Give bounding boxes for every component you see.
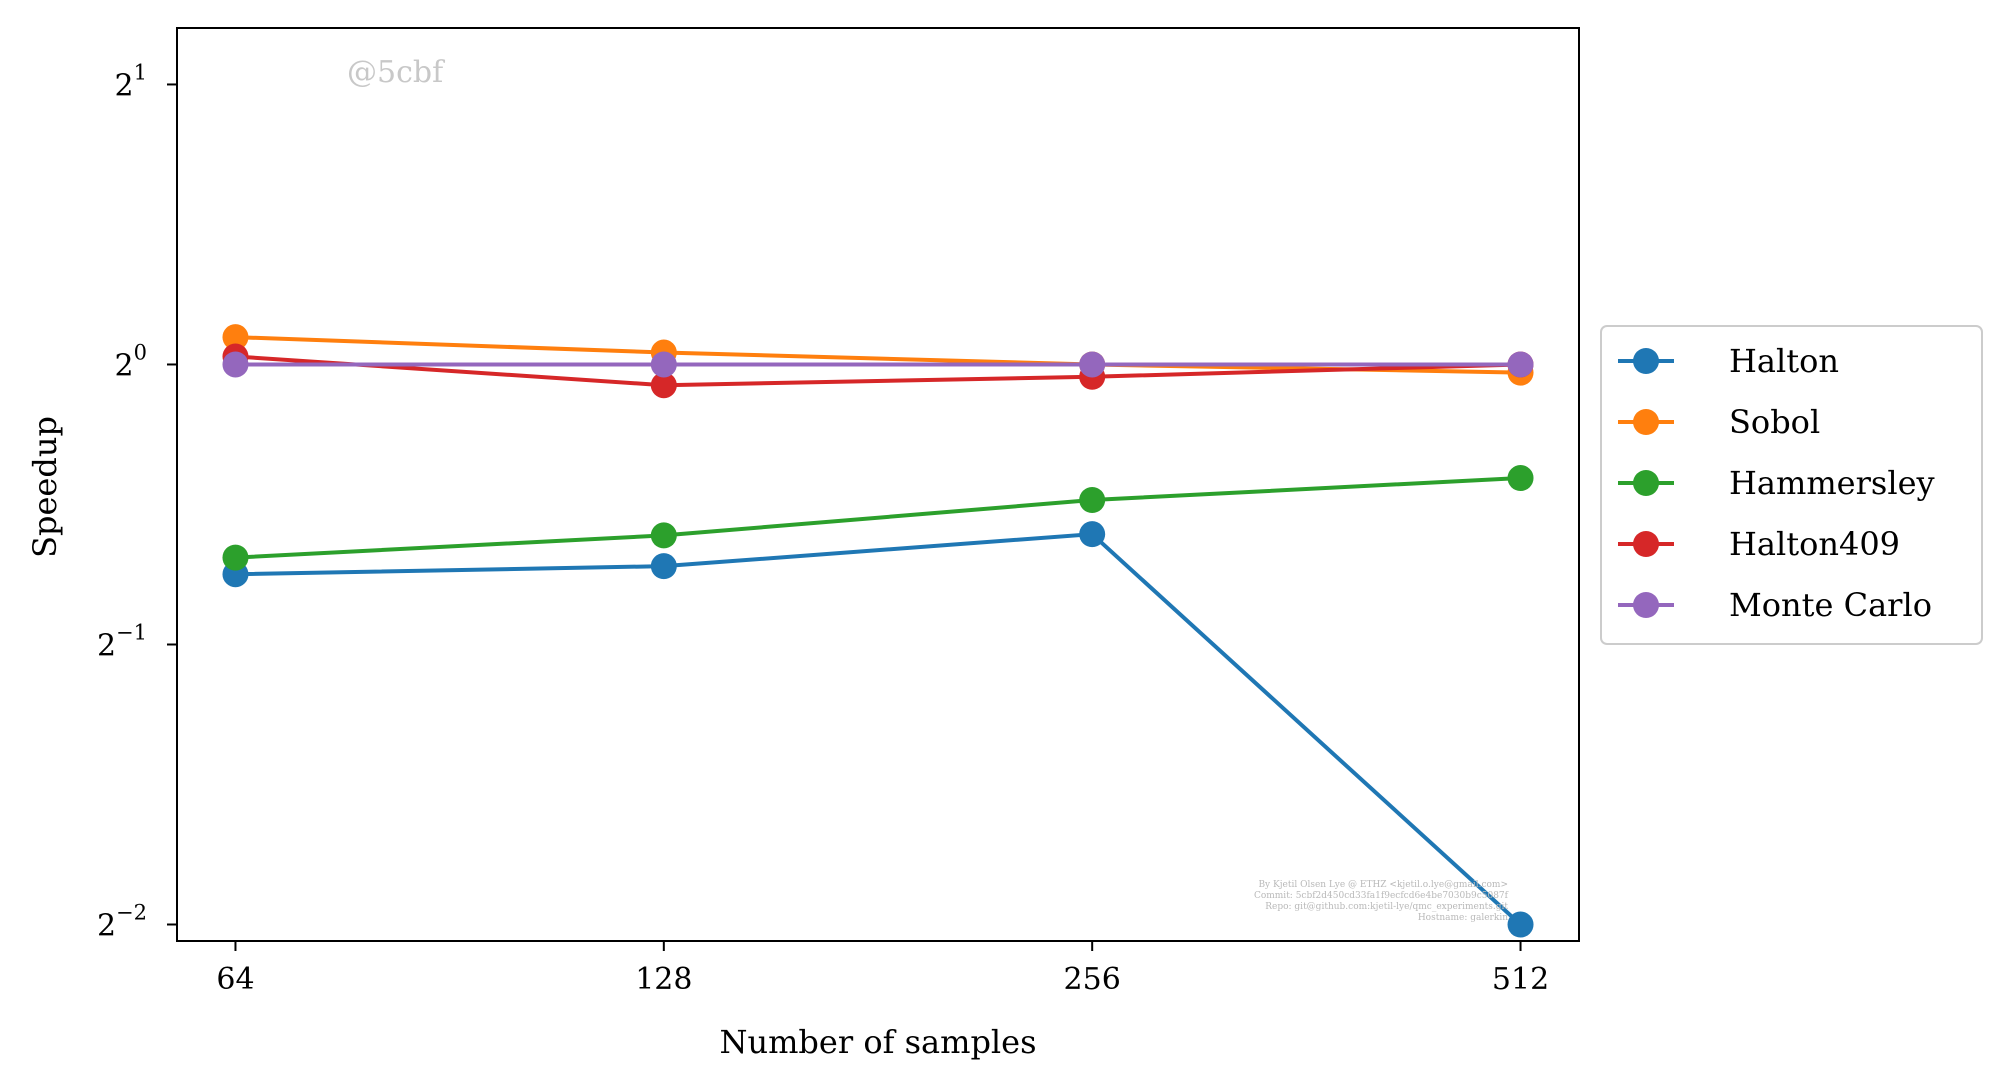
legend-item-sobol: Sobol: [1618, 403, 1820, 441]
y-tick-label-2: 20: [115, 340, 147, 383]
legend-label-halton409: Halton409: [1729, 525, 1900, 563]
y-axis-label: Speedup: [26, 416, 64, 558]
footer-credits: By Kjetil Olsen Lye @ ETHZ <kjetil.o.lye…: [1254, 880, 1509, 923]
point-hammersley-128: [650, 522, 677, 549]
series-hammersley: [222, 465, 1534, 571]
point-monte-carlo-64: [222, 351, 249, 378]
point-hammersley-512: [1507, 465, 1534, 492]
x-tick-label-256: 256: [1064, 962, 1121, 997]
legend-marker-sobol: [1633, 409, 1659, 435]
plot-background: [177, 28, 1579, 941]
legend-marker-monte-carlo: [1633, 592, 1659, 618]
footer-line-3: Hostname: galerkin: [1418, 913, 1508, 923]
x-axis-label: Number of samples: [719, 1023, 1036, 1061]
legend-label-sobol: Sobol: [1729, 403, 1820, 441]
y-tick-label-1: 2−1: [97, 620, 147, 663]
point-halton-512: [1507, 911, 1534, 938]
x-tick-label-512: 512: [1492, 962, 1549, 997]
point-monte-carlo-256: [1079, 351, 1106, 378]
series-layer: [222, 324, 1534, 938]
legend-item-monte-carlo: Monte Carlo: [1618, 586, 1932, 624]
y-tick-label-3: 21: [115, 60, 147, 103]
legend-label-hammersley: Hammersley: [1729, 464, 1935, 502]
x-axis: 64 128 256 512: [216, 941, 1549, 997]
footer-line-1: Commit: 5cbf2d450cd33fa1f9ecfcd6e4be7030…: [1254, 891, 1509, 901]
series-line-halton409: [235, 354, 1521, 388]
series-line-hammersley: [235, 476, 1521, 560]
legend-marker-halton: [1633, 348, 1659, 374]
point-halton409-128: [650, 372, 677, 399]
legend-item-hammersley: Hammersley: [1618, 464, 1935, 502]
x-tick-label-64: 64: [216, 962, 254, 997]
footer-line-2: Repo: git@github.com:kjetil-lye/qmc_expe…: [1265, 902, 1508, 912]
point-halton-128: [650, 553, 677, 580]
legend-label-monte-carlo: Monte Carlo: [1729, 586, 1932, 624]
point-sobol-64: [222, 324, 249, 351]
point-hammersley-64: [222, 544, 249, 571]
legend-item-halton: Halton: [1618, 342, 1839, 380]
legend: Halton Sobol Hammersley Halton409 Monte Carl…: [1600, 325, 1983, 645]
footer-line-0: By Kjetil Olsen Lye @ ETHZ <kjetil.o.lye…: [1258, 880, 1508, 890]
legend-box: [1600, 325, 1983, 645]
legend-item-halton409: Halton409: [1618, 525, 1900, 563]
point-hammersley-256: [1079, 487, 1106, 514]
legend-marker-hammersley: [1633, 470, 1659, 496]
series-monte-carlo: [222, 351, 1534, 378]
series-line-halton: [235, 532, 1522, 926]
point-monte-carlo-512: [1507, 351, 1534, 378]
x-tick-label-128: 128: [635, 962, 692, 997]
legend-marker-halton409: [1633, 531, 1659, 557]
watermark: @5cbf: [347, 55, 445, 90]
point-halton-256: [1079, 521, 1106, 548]
y-axis: 2−2 2−1 20 21: [97, 60, 177, 944]
series-line-sobol: [235, 335, 1521, 375]
y-tick-label-0: 2−2: [97, 901, 147, 944]
legend-label-halton: Halton: [1729, 342, 1839, 380]
point-monte-carlo-128: [650, 351, 677, 378]
plot-frame: [176, 27, 1580, 942]
